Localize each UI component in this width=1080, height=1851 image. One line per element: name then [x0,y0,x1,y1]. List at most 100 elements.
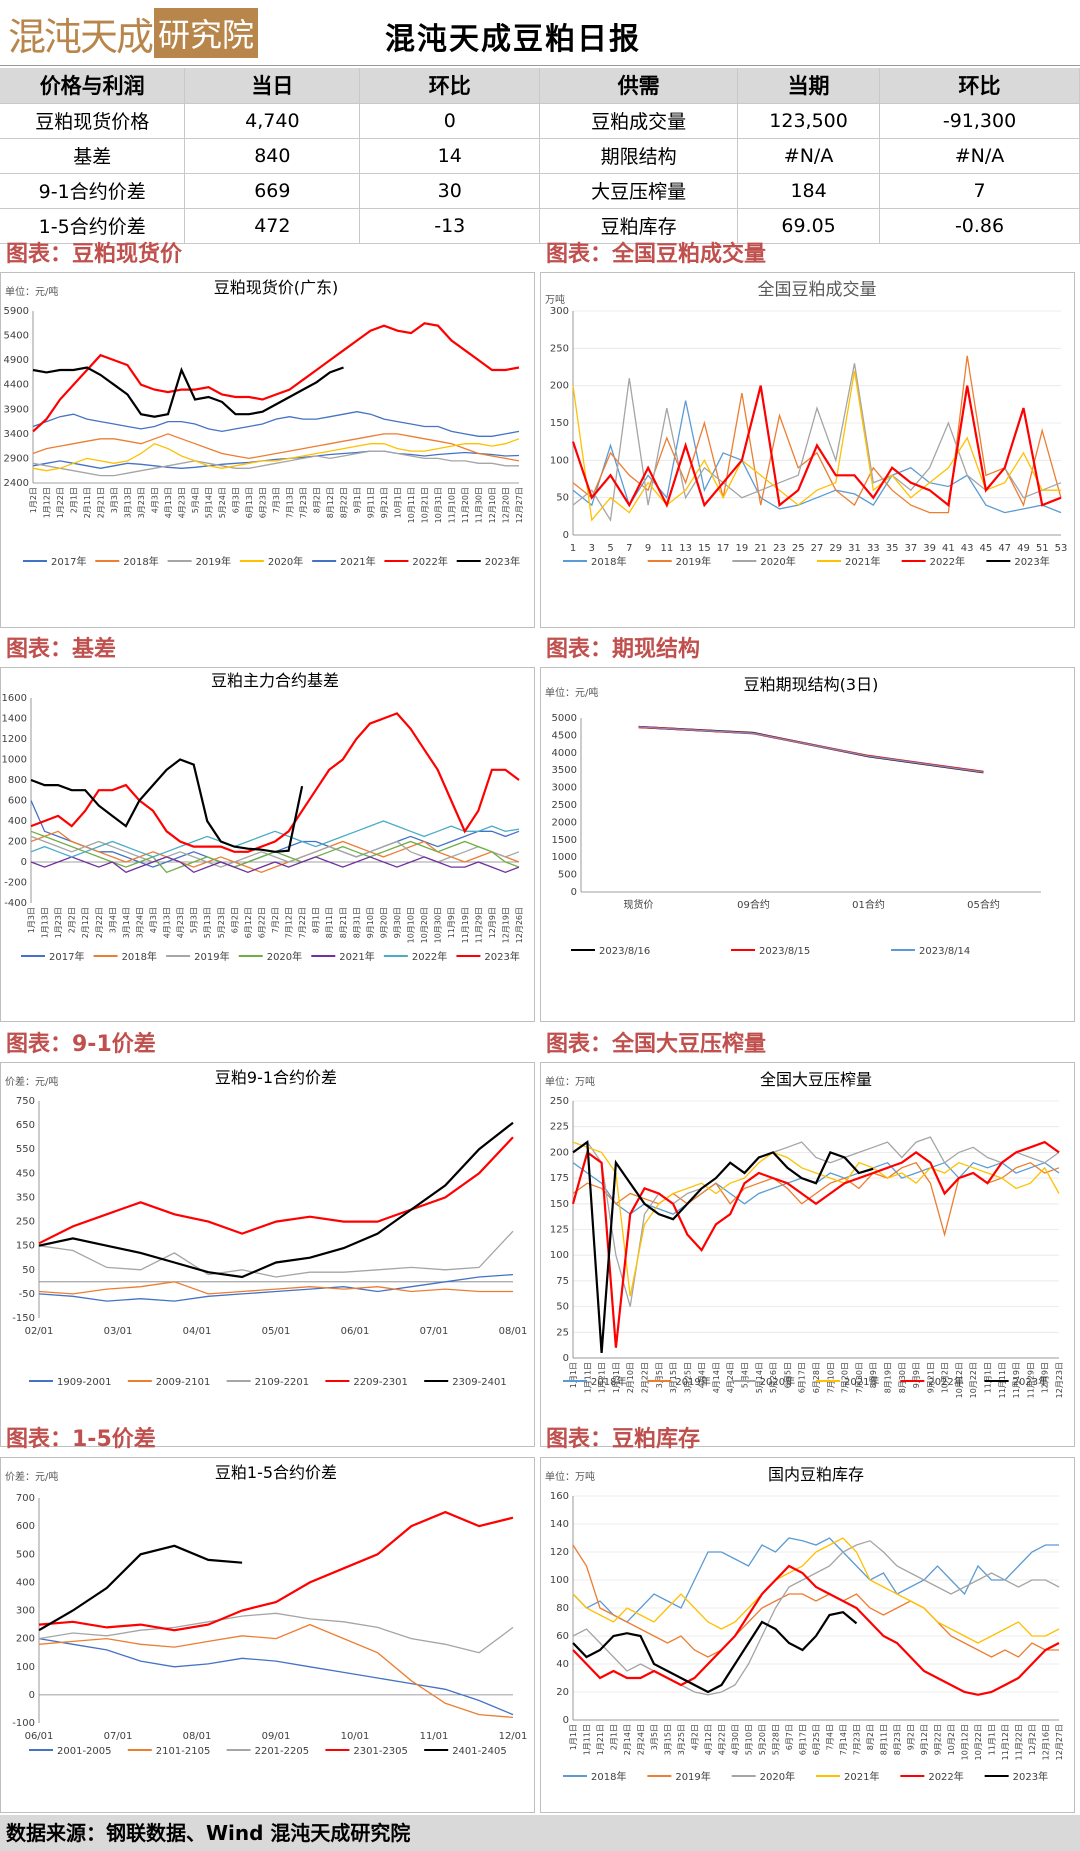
y-tick-label: 60 [556,1631,569,1642]
legend-label: 2309-2401 [452,1377,507,1388]
y-tick-label: 1500 [552,835,577,846]
unit-label: 万吨 [545,293,565,306]
legend-label: 2201-2205 [255,1746,310,1757]
legend-label: 2023年 [485,555,520,568]
legend-label: 2018年 [591,1375,626,1388]
y-tick-label: 125 [550,1225,569,1236]
y-tick-label: -150 [12,1313,35,1324]
legend-label: 2023/8/15 [759,946,810,957]
x-tick-label: 7月14日 [839,1724,848,1755]
legend-label: 1909-2001 [57,1377,112,1388]
x-tick-label: 10月2日 [941,1362,950,1393]
chart-box: 豆粕9-1合约价差 价差：元/吨 -150 -50 50 150 250 350 450 550 6… [0,1062,535,1447]
y-tick-label: 80 [556,1603,569,1614]
y-tick-label: 75 [556,1276,569,1287]
x-tick-label: 11月22日 [1015,1724,1024,1760]
x-tick-label: 5月24日 [218,487,227,518]
x-tick-label: 6月23日 [259,487,268,518]
x-tick-label: 2月12日 [81,907,90,938]
y-tick-label: 2000 [552,817,577,828]
x-tick-label: 12月27日 [1055,1724,1064,1760]
chart-svg: 豆粕9-1合约价差 价差：元/吨 -150 -50 50 150 250 350 450 550 6… [5,1068,527,1388]
panel-spread-1-5: 图表：1-5价差 豆粕1-5合约价差 价差：元/吨 -100 0 100 200 300 40… [0,1425,537,1815]
y-tick-label: 3000 [552,783,577,794]
unit-label: 单位：万吨 [545,1470,595,1483]
x-tick-label: 4月22日 [718,1724,727,1755]
kpi-header: 环比 [879,68,1080,104]
x-tick-label: 1月31日 [612,1362,621,1393]
y-tick-label: -200 [4,878,27,889]
x-tick-label: 12月9日 [488,907,497,938]
y-tick-label: 150 [16,1241,35,1252]
x-tick-label: 9月1日 [353,487,362,513]
y-tick-label: 800 [8,775,27,786]
chart-svg: 国内豆粕库存 单位：万吨 0 20 40 60 80 100 120 140 160 1月1日 1月11… [545,1465,1064,1783]
y-tick-label: 4000 [552,748,577,759]
x-tick-label: 6月17日 [799,1724,808,1755]
y-tick-label: 200 [16,1634,35,1645]
y-tick-label: -100 [12,1718,35,1729]
x-tick-label: 4月30日 [731,1724,740,1755]
series-line-2 [32,450,519,477]
series-line-2 [638,726,984,773]
x-tick-label: 4月3日 [149,907,158,933]
x-tick-label: 13 [679,543,692,554]
y-tick-label: 2400 [4,478,29,489]
x-tick-label: 8月11日 [880,1724,889,1755]
chart-box: 全国豆粕成交量 万吨 0 50 100 150 200 250 300 1 3 5 7 9 11 13 15 17… [540,272,1075,628]
x-tick-label: 11月19日 [1012,1362,1021,1398]
chart-svg: 豆粕期现结构(3日) 单位：元/吨 0 500 1000 1500 2000 2500 3000… [545,675,1041,957]
x-tick-label: 51 [1036,543,1049,554]
panel-crush: 图表：全国大豆压榨量 全国大豆压榨量 单位：万吨 0 25 50 75 100 125 150 1… [540,1030,1077,1447]
x-tick-label: 7 [626,543,632,554]
series-line-1 [32,433,520,462]
y-tick-label: 4900 [4,355,29,366]
x-tick-label: 3月24日 [135,907,144,938]
unit-label: 单位：万吨 [545,1075,595,1088]
series-line-0 [32,450,520,469]
y-tick-label: 250 [16,1217,35,1228]
legend-label: 2021年 [844,1375,879,1388]
x-tick-label: 7月3日 [272,487,281,513]
x-tick-label: 6月3日 [232,487,241,513]
kpi-change: -0.86 [879,208,1080,244]
x-tick-label: 11月29日 [474,907,483,943]
kpi-row: 豆粕现货价格 4,740 0 豆粕成交量 123,500 -91,300 [0,103,1080,139]
y-tick-label: 350 [16,1192,35,1203]
kpi-value: 69.05 [737,208,881,244]
series-line-5 [572,1611,858,1694]
kpi-change: 7 [879,173,1080,209]
legend-label: 2001-2005 [57,1746,112,1757]
x-tick-label: 10月2日 [947,1724,956,1755]
x-tick-label: 12月26日 [515,907,524,943]
legend-label: 2020年 [760,1770,795,1783]
x-tick-label: 01合约 [852,898,885,911]
x-tick-label: 5月4日 [741,1362,750,1388]
series-line-4 [38,1121,514,1279]
x-tick-label: 8月12日 [326,487,335,518]
x-tick-label: 7月12日 [285,907,294,938]
y-tick-label: 20 [556,1687,569,1698]
x-tick-label: 4月23日 [178,487,187,518]
x-tick-label: 27 [811,543,824,554]
legend-label: 2109-2201 [255,1377,310,1388]
x-tick-label: 8月31日 [352,907,361,938]
y-tick-label: 700 [16,1493,35,1504]
series-line-0 [38,1637,514,1716]
x-tick-label: 1月21日 [598,1362,607,1393]
x-tick-label: 5 [607,543,613,554]
x-tick-label: 10月12日 [955,1362,964,1398]
x-tick-label: 05/01 [262,1326,291,1337]
y-tick-label: 5000 [552,713,577,724]
legend-label: 2021年 [844,1770,879,1783]
chart-svg: 全国大豆压榨量 单位：万吨 0 25 50 75 100 125 150 175 200 225 250… [545,1070,1064,1398]
panel-title: 图表：9-1价差 [6,1032,156,1057]
series-line-2 [572,363,1062,522]
kpi-label: 豆粕成交量 [539,103,739,139]
legend-label: 2021年 [340,555,375,568]
kpi-row: 1-5合约价差 472 -13 豆粕库存 69.05 -0.86 [0,208,1080,244]
x-tick-label: 8月2日 [866,1724,875,1750]
y-tick-label: 650 [16,1120,35,1131]
x-tick-label: 8月23日 [893,1724,902,1755]
x-tick-label: 9月21日 [926,1362,935,1393]
